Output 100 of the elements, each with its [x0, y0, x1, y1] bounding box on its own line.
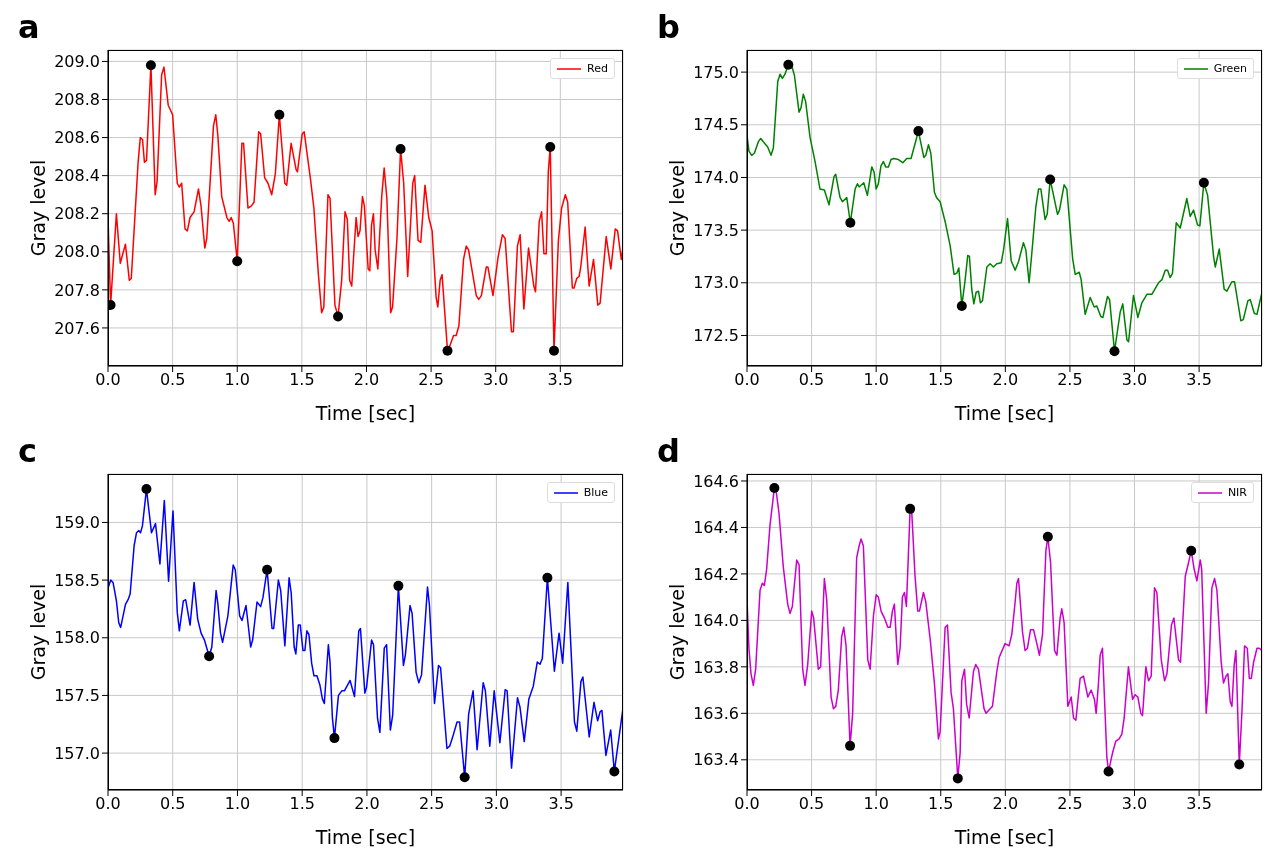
- y-tick-label: 207.8: [54, 280, 100, 300]
- point: [769, 482, 780, 493]
- x-tick-label: 0.0: [95, 370, 121, 390]
- y-tick-label: 175.0: [693, 62, 739, 82]
- y-tick-label: 163.8: [693, 657, 739, 677]
- point: [1198, 177, 1209, 188]
- x-tick-label: 0.5: [159, 370, 186, 390]
- point: [329, 733, 340, 744]
- point: [459, 772, 470, 783]
- x-tick-label: 2.0: [353, 370, 380, 390]
- point: [393, 580, 404, 591]
- x-tick-label: 1.0: [224, 794, 251, 814]
- x-tick-label: 3.0: [1121, 794, 1148, 814]
- y-tick-label: 157.5: [54, 686, 100, 706]
- x-tick-label: 2.5: [418, 794, 445, 814]
- y-tick-label: 164.6: [693, 471, 739, 491]
- x-tick-label: 0.5: [798, 794, 825, 814]
- y-tick-label: 208.6: [54, 128, 100, 148]
- x-tick-label: 3.0: [1121, 370, 1148, 390]
- point: [1042, 531, 1053, 542]
- x-tick-label: 0.5: [798, 370, 825, 390]
- point: [542, 572, 553, 583]
- point: [1109, 346, 1120, 357]
- y-tick-label: 158.5: [54, 570, 100, 590]
- x-tick-label: 3.5: [1186, 370, 1212, 390]
- y-tick-label: 174.5: [693, 115, 739, 135]
- chart-title: d: [657, 432, 680, 470]
- y-axis-title: Gray level: [26, 159, 49, 257]
- x-tick-label: 3.5: [547, 370, 574, 390]
- chart-title: c: [18, 432, 37, 470]
- y-tick-label: 172.5: [693, 326, 739, 346]
- point: [845, 740, 856, 751]
- x-axis-title: Time [sec]: [314, 402, 416, 424]
- x-tick-label: 2.0: [992, 794, 1019, 814]
- x-tick-label: 0.5: [160, 794, 186, 814]
- point: [395, 143, 406, 154]
- x-tick-label: 3.5: [548, 794, 574, 814]
- point: [145, 60, 156, 71]
- x-axis-title: Time [sec]: [314, 826, 416, 848]
- x-tick-label: 1.5: [289, 370, 315, 390]
- point: [1234, 759, 1245, 770]
- y-tick-label: 173.5: [693, 220, 739, 240]
- y-axis-title: Gray level: [665, 583, 688, 681]
- x-tick-label: 1.5: [928, 794, 954, 814]
- point: [262, 564, 273, 575]
- point: [609, 766, 620, 777]
- x-tick-label: 0.0: [95, 794, 121, 814]
- point: [548, 345, 559, 356]
- x-tick-label: 2.0: [992, 370, 1019, 390]
- point: [204, 651, 215, 662]
- point: [141, 483, 152, 494]
- y-tick-label: 163.4: [693, 750, 739, 770]
- x-tick-label: 1.5: [928, 370, 954, 390]
- x-axis-title: Time [sec]: [953, 402, 1055, 424]
- point: [545, 142, 556, 153]
- x-tick-label: 0.0: [734, 794, 760, 814]
- y-tick-label: 164.4: [693, 518, 739, 538]
- y-tick-label: 157.0: [54, 743, 100, 763]
- y-tick-label: 173.0: [693, 273, 739, 293]
- point: [913, 126, 924, 137]
- x-axis-title: Time [sec]: [953, 826, 1055, 848]
- y-tick-label: 158.0: [54, 628, 100, 648]
- x-tick-label: 2.5: [418, 370, 444, 390]
- y-tick-label: 164.2: [693, 564, 739, 584]
- y-tick-label: 208.0: [54, 242, 100, 262]
- y-axis-title: Gray level: [26, 583, 49, 681]
- y-tick-label: 174.0: [693, 168, 739, 188]
- chart-title: a: [18, 8, 40, 46]
- point: [783, 59, 794, 70]
- x-tick-label: 3.0: [482, 370, 509, 390]
- point: [845, 217, 856, 228]
- legend-label: Blue: [583, 486, 608, 499]
- legend-label: Green: [1213, 62, 1247, 75]
- x-tick-label: 2.5: [1057, 794, 1083, 814]
- x-tick-label: 1.0: [863, 794, 889, 814]
- y-tick-label: 208.4: [54, 166, 100, 186]
- legend-label: NIR: [1227, 486, 1247, 499]
- point: [1045, 174, 1056, 185]
- x-tick-label: 2.0: [354, 794, 380, 814]
- y-axis-title: Gray level: [665, 159, 688, 257]
- x-tick-label: 1.5: [289, 794, 315, 814]
- y-tick-label: 159.0: [54, 513, 100, 533]
- x-tick-label: 1.0: [224, 370, 250, 390]
- point: [905, 503, 916, 514]
- point: [1186, 545, 1197, 556]
- x-tick-label: 3.5: [1186, 794, 1212, 814]
- point: [956, 300, 967, 311]
- y-tick-label: 208.2: [54, 204, 100, 224]
- point: [442, 345, 453, 356]
- point: [952, 773, 963, 784]
- y-tick-label: 163.6: [693, 704, 739, 723]
- chart-title: b: [657, 8, 680, 46]
- x-tick-label: 2.5: [1057, 370, 1083, 390]
- point: [232, 256, 243, 267]
- y-tick-label: 208.8: [54, 90, 100, 110]
- x-tick-label: 3.0: [483, 794, 510, 814]
- y-tick-label: 164.0: [693, 611, 739, 631]
- x-tick-label: 1.0: [863, 370, 889, 390]
- y-tick-label: 209.0: [54, 52, 100, 72]
- y-tick-label: 207.6: [54, 318, 100, 338]
